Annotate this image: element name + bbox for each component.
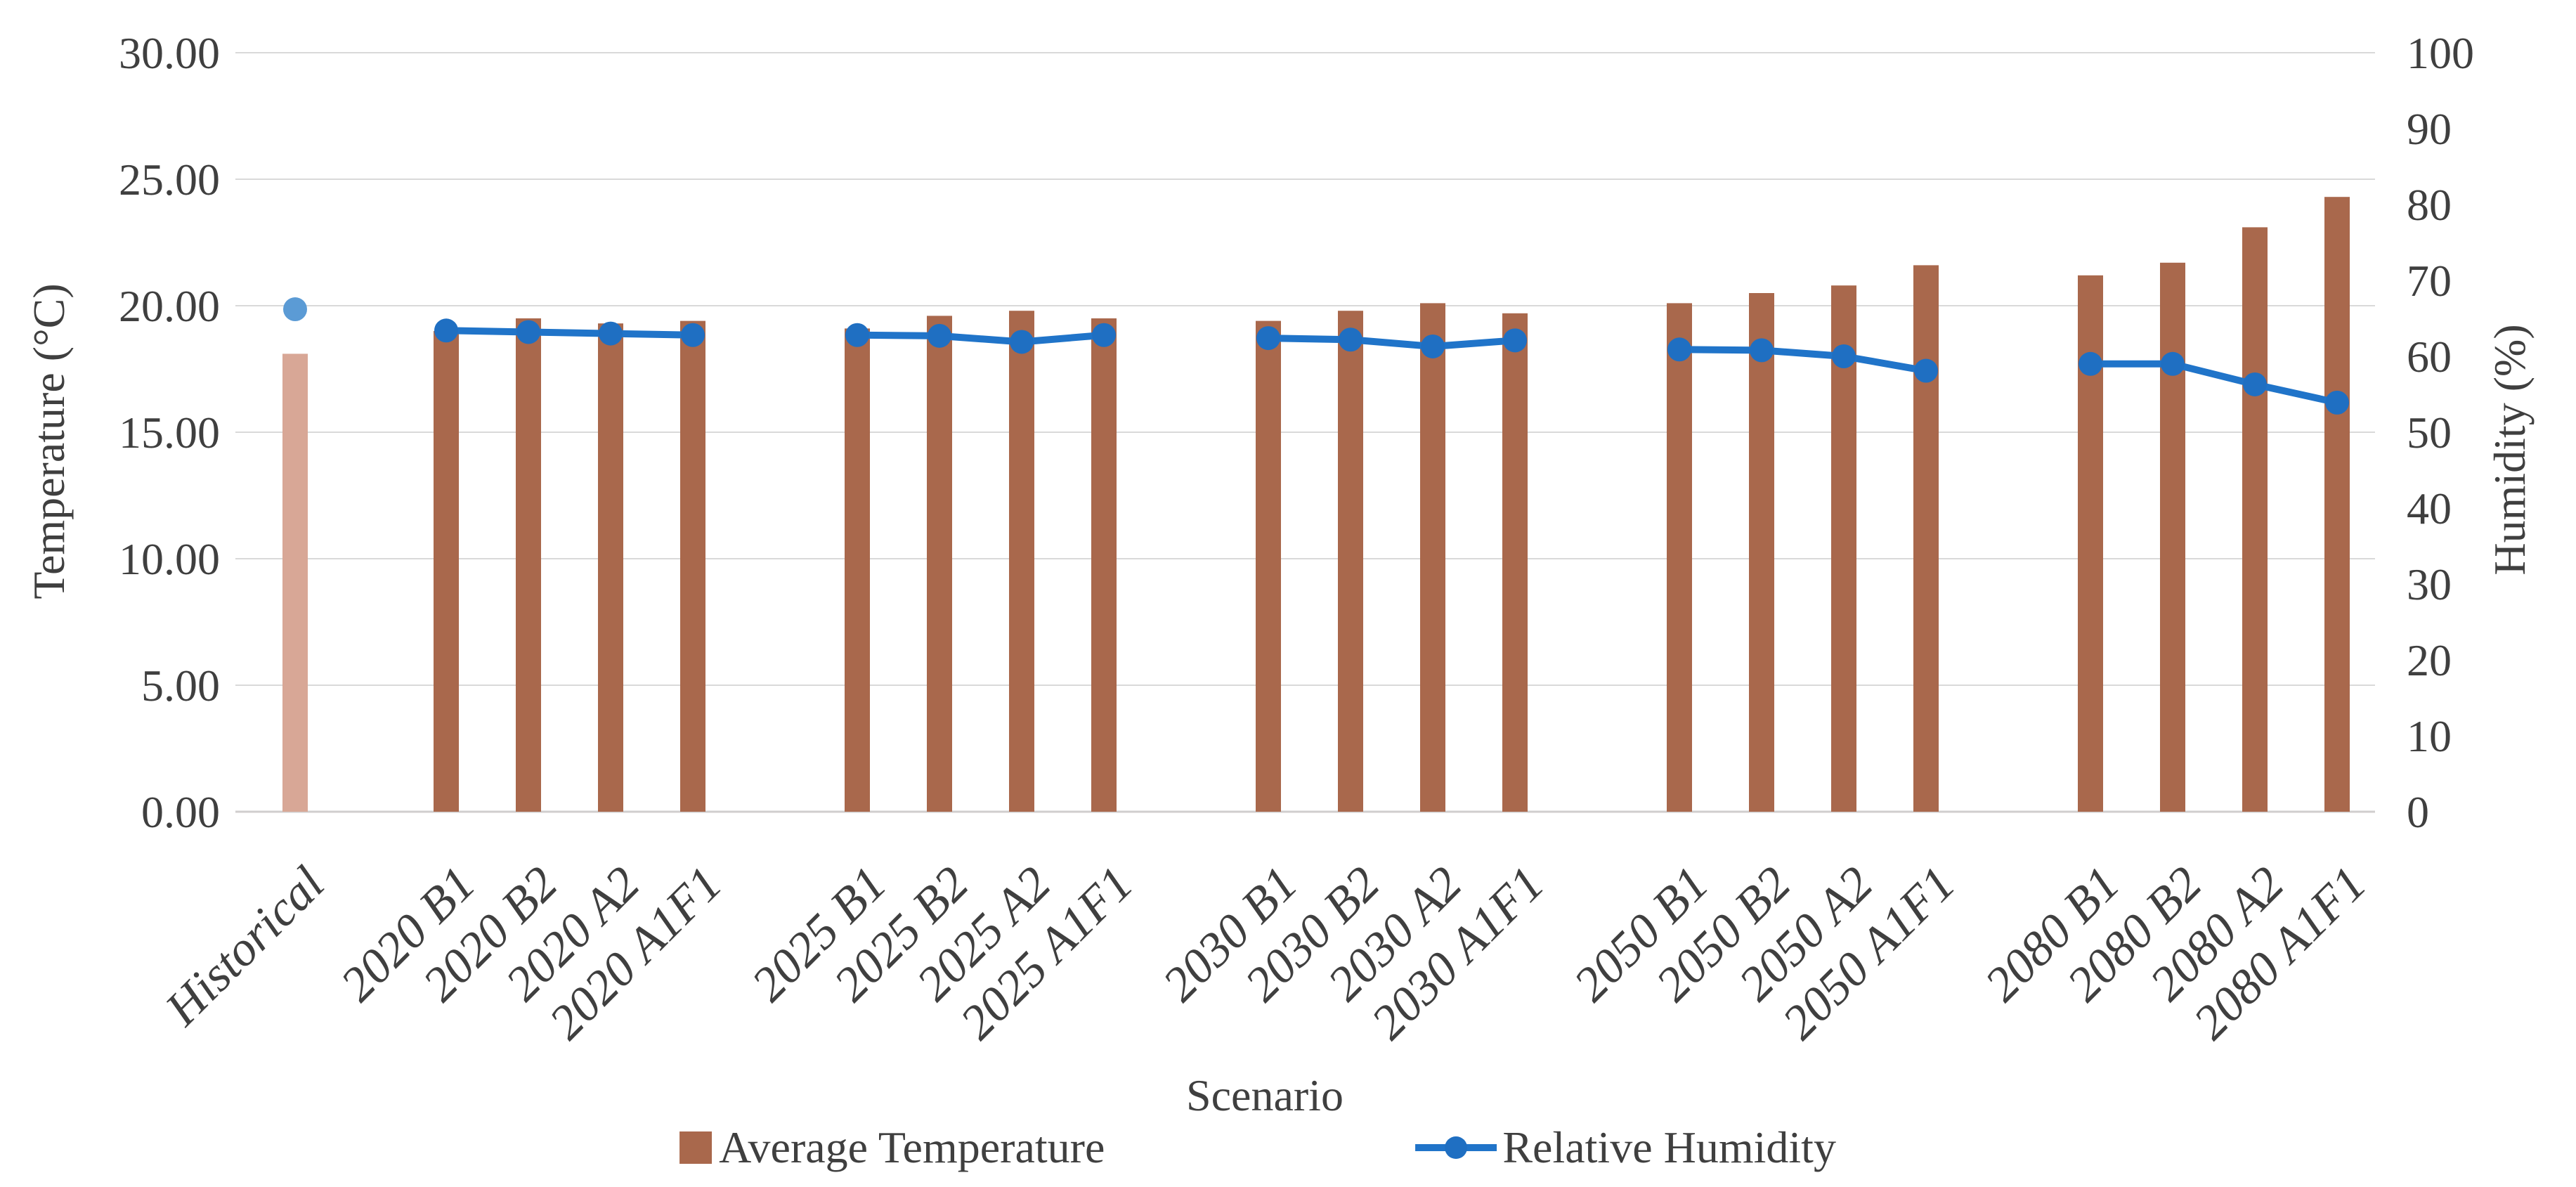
bar-2025-a1f1 (1091, 318, 1117, 812)
humidity-marker-2050-a1f1 (1914, 358, 1938, 383)
humidity-line-2025 (854, 331, 1107, 346)
y-left-tick-label: 20.00 (119, 281, 220, 331)
humidity-line-2080 (2087, 360, 2341, 406)
y-right-tick-label: 60 (2407, 332, 2452, 382)
bar-2025-a2 (1009, 311, 1034, 812)
humidity-marker-2080-b1 (2079, 351, 2102, 376)
x-axis-title: Scenario (1186, 1070, 1344, 1120)
bar-2050-b1 (1667, 303, 1692, 812)
bar-2080-a2 (2242, 227, 2268, 812)
bar-2030-a2 (1420, 303, 1445, 812)
y-right-tick-label: 30 (2407, 559, 2452, 609)
line-series-marker-icon (1415, 1136, 1497, 1159)
y-left-tick-label: 30.00 (119, 28, 220, 78)
legend: Average Temperature Relative Humidity (679, 1122, 1836, 1174)
humidity-line-2020 (443, 327, 696, 339)
humidity-marker-2025-b2 (928, 323, 951, 348)
y-right-axis-title: Humidity (%) (2485, 324, 2535, 576)
legend-label-relative-humidity: Relative Humidity (1502, 1122, 1836, 1172)
y-right-tick-label: 80 (2407, 180, 2452, 230)
bar-2020-b1 (434, 331, 459, 812)
humidity-marker-2050-b2 (1750, 338, 1774, 363)
bar-2050-b2 (1749, 293, 1774, 812)
legend-label-average-temperature: Average Temperature (719, 1122, 1105, 1172)
bar-2030-b1 (1256, 320, 1281, 812)
y-left-axis-title: Temperature (°C) (24, 283, 74, 599)
bar-2080-b2 (2160, 262, 2185, 812)
bar-historical (282, 353, 308, 812)
y-right-tick-label: 40 (2407, 484, 2452, 533)
humidity-marker-historical (283, 297, 307, 322)
y-right-tick-label: 20 (2407, 635, 2452, 685)
humidity-marker-2080-a1f1 (2325, 390, 2349, 415)
y-right-tick-label: 90 (2407, 104, 2452, 154)
humidity-line-2030 (1265, 335, 1518, 350)
humidity-marker-2020-a2 (599, 321, 623, 346)
y-right-tick-label: 100 (2407, 28, 2474, 78)
humidity-line-2050 (1676, 346, 1930, 375)
humidity-marker-2030-b2 (1339, 327, 1362, 352)
bar-2020-a2 (598, 323, 623, 812)
humidity-marker-2030-b1 (1256, 326, 1280, 351)
humidity-marker-2030-a1f1 (1503, 328, 1527, 353)
y-right-tick-label: 70 (2407, 256, 2452, 306)
y-left-tick-label: 0.00 (141, 787, 220, 837)
bar-2050-a2 (1831, 285, 1856, 812)
humidity-marker-2050-a2 (1832, 344, 1856, 368)
x-tick-label: Historical (155, 857, 334, 1037)
bar-2080-a1f1 (2324, 197, 2350, 812)
humidity-marker-2080-a2 (2243, 372, 2267, 396)
bar-2020-b2 (516, 318, 541, 812)
bar-2025-b2 (927, 316, 952, 812)
y-left-tick-label: 25.00 (119, 155, 220, 205)
humidity-marker-2025-b1 (845, 323, 869, 347)
humidity-marker-2030-a2 (1421, 334, 1445, 358)
y-right-tick-label: 10 (2407, 711, 2452, 761)
humidity-marker-2050-b1 (1667, 337, 1691, 362)
bar-2020-a1f1 (680, 320, 705, 812)
bar-2030-b2 (1338, 311, 1363, 812)
y-left-tick-label: 5.00 (141, 661, 220, 711)
humidity-marker-2020-b1 (434, 318, 458, 343)
bar-2050-a1f1 (1913, 265, 1939, 812)
y-right-tick-label: 50 (2407, 408, 2452, 458)
humidity-marker-2020-a1f1 (681, 323, 705, 347)
bar-2025-b1 (845, 328, 870, 812)
bar-series-swatch-icon (679, 1131, 713, 1164)
humidity-marker-2025-a1f1 (1092, 323, 1116, 347)
y-left-tick-label: 10.00 (119, 534, 220, 584)
legend-item-relative-humidity: Relative Humidity (1414, 1122, 1836, 1174)
bar-2030-a1f1 (1502, 313, 1528, 812)
humidity-marker-2025-a2 (1010, 330, 1034, 354)
humidity-marker-2080-b2 (2161, 351, 2185, 376)
humidity-marker-2020-b2 (516, 320, 540, 344)
y-left-tick-label: 15.00 (119, 408, 220, 458)
y-right-tick-label: 0 (2407, 787, 2429, 837)
legend-item-average-temperature: Average Temperature (679, 1122, 1105, 1174)
